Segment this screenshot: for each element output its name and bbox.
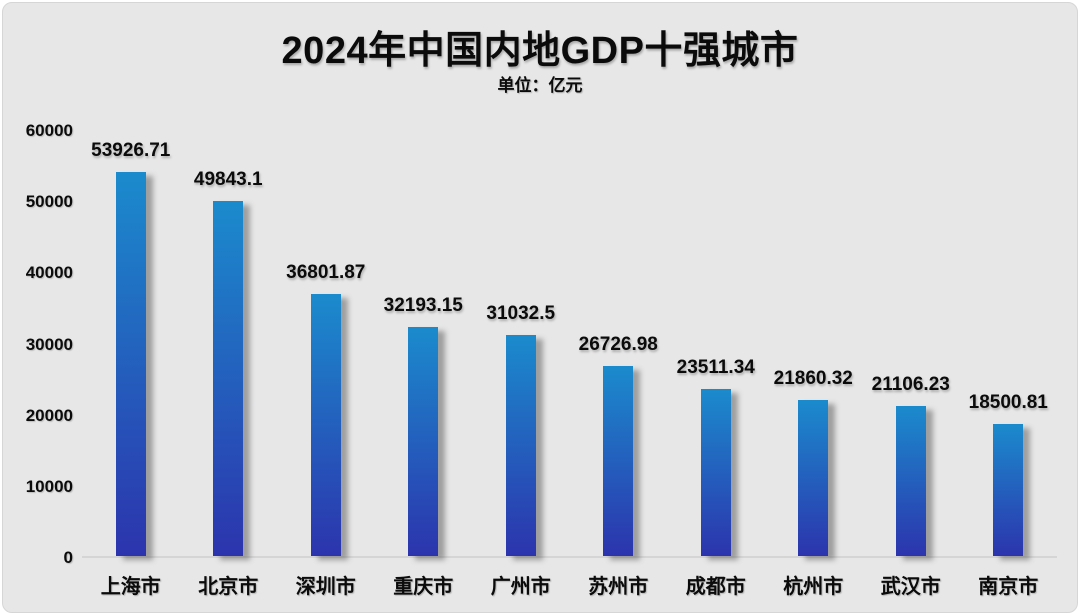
category-label: 深圳市 <box>295 576 356 598</box>
bar-slot: 53926.71 上海市 <box>82 131 180 598</box>
category-label: 苏州市 <box>588 576 649 598</box>
bar-value-label: 18500.81 <box>968 392 1048 414</box>
bar-value-label: 26726.98 <box>578 333 658 355</box>
bar <box>700 388 731 556</box>
y-tick-label: 30000 <box>25 334 73 354</box>
bar-slot: 21860.32 杭州市 <box>765 131 863 598</box>
bar <box>993 424 1024 556</box>
bar-slot: 31032.5 广州市 <box>472 131 570 598</box>
bar <box>798 400 829 556</box>
y-tick-label: 50000 <box>25 192 73 212</box>
y-tick-label: 60000 <box>25 121 73 140</box>
bar-value-label: 49843.1 <box>193 169 263 191</box>
bar-slot: 26726.98 苏州市 <box>570 131 668 598</box>
category-label: 重庆市 <box>393 576 454 598</box>
chart-subtitle: 单位：亿元 <box>497 76 583 95</box>
bar-slot: 21106.23 武汉市 <box>862 131 960 598</box>
bar <box>603 365 634 556</box>
bar <box>213 201 244 556</box>
y-tick-label: 40000 <box>25 263 73 283</box>
bar-value-label: 23511.34 <box>676 356 755 378</box>
category-label: 上海市 <box>100 576 161 598</box>
bar <box>115 172 146 556</box>
y-tick-label: 10000 <box>25 476 73 496</box>
bar-value-label: 53926.71 <box>91 140 171 162</box>
category-label: 武汉市 <box>880 576 941 598</box>
plot-area: 53926.71 上海市 49843.1 北京市 36801.87 深圳市 32193.15… <box>82 131 1058 598</box>
bar-value-label: 21106.23 <box>871 373 950 395</box>
y-tick-label: 0 <box>63 548 73 567</box>
bar-slot: 36801.87 深圳市 <box>277 131 375 598</box>
chart-title: 2024年中国内地GDP十强城市 <box>281 30 799 72</box>
category-label: 杭州市 <box>783 576 844 598</box>
bar <box>505 335 536 556</box>
y-tick-label: 20000 <box>25 405 73 425</box>
category-label: 成都市 <box>685 576 746 598</box>
bar-slot: 49843.1 北京市 <box>180 131 278 598</box>
bar <box>310 294 341 556</box>
bar-slot: 18500.81 南京市 <box>960 131 1058 598</box>
category-label: 南京市 <box>978 576 1039 598</box>
category-label: 广州市 <box>490 576 551 598</box>
bar <box>895 405 926 556</box>
bar-slot: 23511.34 成都市 <box>667 131 765 598</box>
bar-value-label: 21860.32 <box>773 368 853 390</box>
category-label: 北京市 <box>198 576 259 598</box>
bar-value-label: 36801.87 <box>286 262 366 284</box>
y-axis: 0 10000 20000 30000 40000 50000 60000 <box>15 122 73 567</box>
bar <box>408 326 439 556</box>
bar-value-label: 31032.5 <box>486 303 556 325</box>
bar-slot: 32193.15 重庆市 <box>375 131 473 598</box>
bar-value-label: 32193.15 <box>383 294 463 316</box>
